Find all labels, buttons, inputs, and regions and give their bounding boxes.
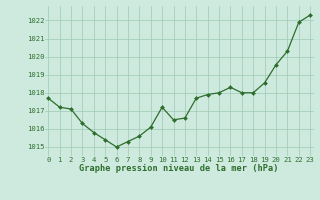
X-axis label: Graphe pression niveau de la mer (hPa): Graphe pression niveau de la mer (hPa) — [79, 164, 279, 173]
